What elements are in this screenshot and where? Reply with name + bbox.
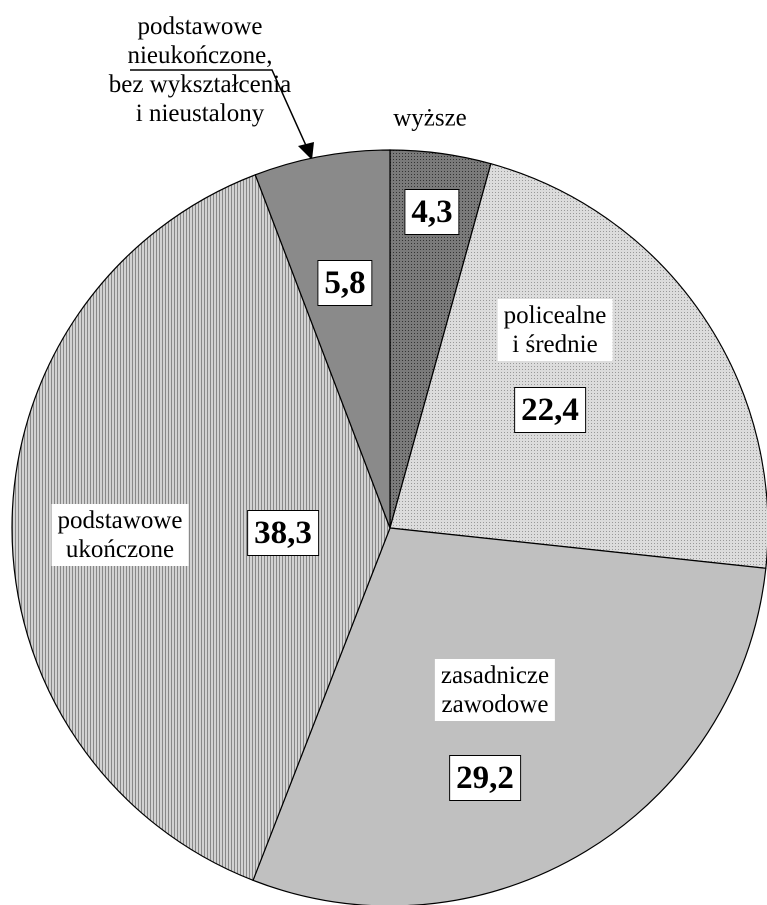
- value-label: 29,2: [449, 755, 521, 801]
- pie-slice: [254, 149, 391, 529]
- pie-slice: [11, 174, 391, 882]
- value-label: 4,3: [404, 189, 460, 235]
- value-label: 38,3: [247, 510, 319, 556]
- pie-slice: [389, 162, 767, 569]
- leader-arrow: [298, 142, 314, 160]
- category-label: wyższe: [393, 104, 467, 132]
- category-label: zasadnicze zawodowe: [434, 659, 556, 721]
- value-label: 5,8: [317, 260, 373, 306]
- leader-line: [130, 69, 309, 151]
- category-label: policealne i średnie: [497, 299, 613, 361]
- category-label: podstawowe nieukończone, bez wykształcen…: [108, 13, 292, 127]
- category-label: podstawowe ukończone: [51, 504, 189, 566]
- value-label: 22,4: [514, 387, 586, 433]
